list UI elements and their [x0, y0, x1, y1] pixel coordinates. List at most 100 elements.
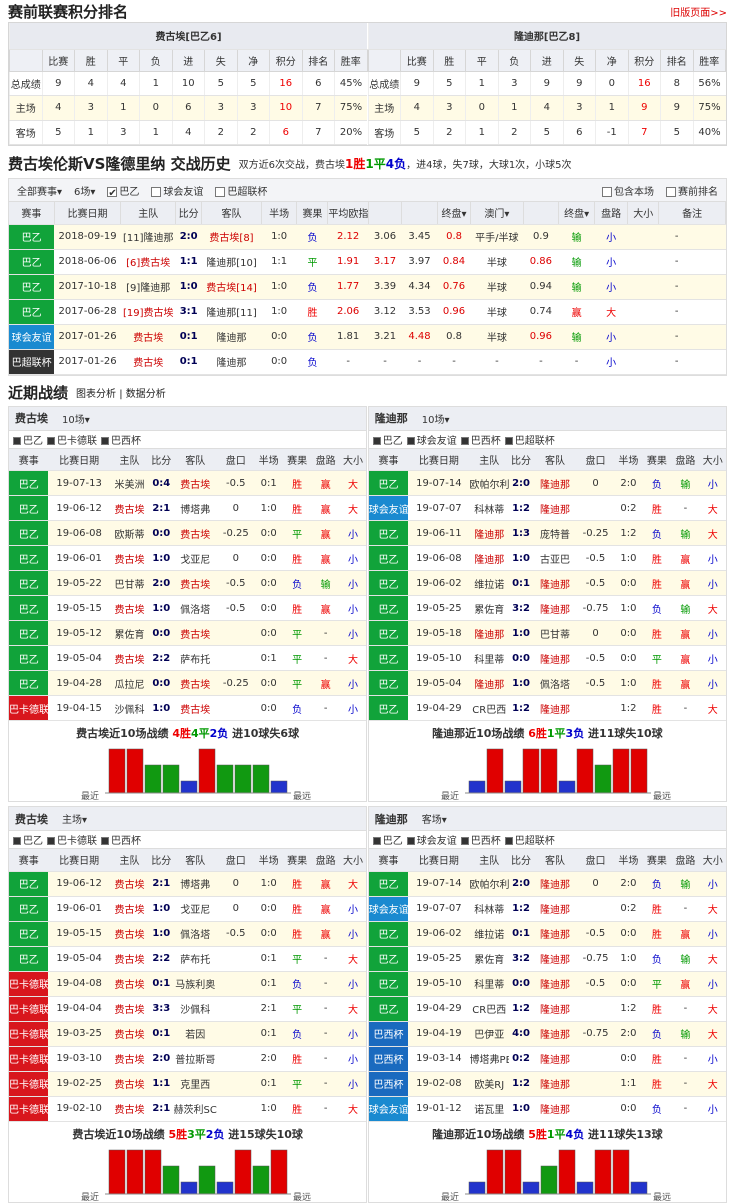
panel-league-badge[interactable]: 巴乙 [9, 470, 49, 496]
panel-cell[interactable]: 隆迪那 [533, 896, 577, 922]
panel-league-badge[interactable]: 巴乙 [9, 946, 49, 972]
panel-cell[interactable]: 费古埃 [173, 470, 218, 496]
panel-cell[interactable]: 费古埃 [109, 1096, 150, 1122]
panel-cell[interactable]: 普拉斯哥 [173, 1046, 218, 1072]
panel-cell[interactable]: 沙佩科 [173, 996, 218, 1022]
panel-cell[interactable]: 费古埃 [109, 896, 150, 922]
panel-cell[interactable]: 0:0 [149, 670, 174, 696]
panel-cell[interactable]: 戈亚尼 [173, 545, 218, 571]
h2h-home[interactable]: 费古埃 [120, 324, 176, 350]
panel-league-badge[interactable]: 巴乙 [9, 495, 49, 521]
h2h-away[interactable]: 费古埃[8] [201, 224, 262, 250]
panel-league-badge[interactable]: 巴乙 [368, 921, 409, 947]
h2h-home[interactable]: [19]费古埃 [120, 299, 176, 325]
panel-cell[interactable]: 佩洛塔 [533, 670, 577, 696]
panel-league-badge[interactable]: 巴乙 [9, 921, 49, 947]
panel-cell[interactable]: 1:0 [508, 670, 534, 696]
h2h-league-badge[interactable]: 巴乙 [9, 249, 55, 275]
panel-cell[interactable]: 萨布托 [173, 645, 218, 671]
h2h-col-header[interactable]: 澳门▾ [470, 202, 524, 225]
panel-league-badge[interactable]: 球会友谊 [368, 1096, 409, 1122]
panel-cell[interactable]: 欧斯蒂 [109, 520, 150, 546]
include-current-checkbox[interactable]: 包含本场 [602, 183, 654, 198]
h2h-col-header[interactable]: 终盘▾ [437, 202, 472, 225]
panel-cell[interactable]: 隆迪那 [533, 570, 577, 596]
h2h-col-header[interactable]: 平均欧指▾ [327, 202, 369, 225]
panel-cell[interactable]: 隆迪那 [533, 1071, 577, 1097]
h2h-away[interactable]: 费古埃[14] [201, 274, 262, 300]
h2h-score[interactable]: 2:0 [175, 224, 202, 250]
panel-cell[interactable]: 0:1 [149, 971, 174, 997]
match-count-dropdown[interactable]: 6场▾ [74, 186, 96, 198]
panel-filter-checkbox[interactable]: 巴乙 [372, 432, 403, 447]
panel-league-badge[interactable]: 巴乙 [9, 595, 49, 621]
panel-cell[interactable]: 2:0 [508, 871, 534, 897]
panel-league-badge[interactable]: 巴西杯 [368, 1071, 409, 1097]
panel-cell[interactable]: 费古埃 [109, 595, 150, 621]
panel-league-badge[interactable]: 巴乙 [368, 545, 409, 571]
panel-league-badge[interactable]: 巴乙 [368, 971, 409, 997]
panel-cell[interactable]: 隆迪那 [533, 495, 577, 521]
panel-cell[interactable]: 巴甘蒂 [533, 620, 577, 646]
panel-league-badge[interactable]: 球会友谊 [368, 896, 409, 922]
panel-filter-checkbox[interactable]: 巴西杯 [101, 832, 141, 847]
panel-cell[interactable]: 隆迪那 [533, 645, 577, 671]
panel-cell[interactable]: 隆迪那 [469, 520, 509, 546]
panel-cell[interactable]: 1:0 [508, 620, 534, 646]
h2h-league-badge[interactable]: 巴乙 [9, 224, 55, 250]
panel-cell[interactable]: 费古埃 [109, 645, 150, 671]
panel-cell[interactable]: 隆迪那 [469, 545, 509, 571]
panel-cell[interactable]: 赫茨利SC [173, 1096, 218, 1122]
panel-cell[interactable]: 巴甘蒂 [109, 570, 150, 596]
panel-cell[interactable]: 2:0 [149, 570, 174, 596]
panel-cell[interactable]: 1:0 [508, 1096, 534, 1122]
panel-filter-checkbox[interactable]: 巴卡德联 [47, 432, 97, 447]
panel-cell[interactable]: 佩洛塔 [173, 921, 218, 947]
panel-cell[interactable]: 米美洲 [109, 470, 150, 496]
panel-cell[interactable]: 费古埃 [109, 545, 150, 571]
panel-league-badge[interactable]: 巴乙 [9, 570, 49, 596]
panel-filter-checkbox[interactable]: 球会友谊 [406, 432, 457, 447]
panel-filter-checkbox[interactable]: 巴卡德联 [47, 832, 97, 847]
panel-cell[interactable]: 费古埃 [173, 570, 218, 596]
h2h-home[interactable]: [11]隆迪那 [120, 224, 176, 250]
panel-cell[interactable]: 费古埃 [173, 620, 218, 646]
panel-cell[interactable]: 科里蒂 [469, 971, 509, 997]
panel-filter-checkbox[interactable]: 巴超联杯 [504, 832, 555, 847]
h2h-score[interactable]: 0:1 [175, 349, 202, 375]
panel-cell[interactable]: 克里西 [173, 1071, 218, 1097]
panel-cell[interactable]: 博塔弗 [173, 495, 218, 521]
panel-cell[interactable]: 1:2 [508, 495, 534, 521]
panel-cell[interactable]: 费古埃 [109, 495, 150, 521]
panel-cell[interactable]: 1:0 [149, 595, 174, 621]
panel-scope-dropdown[interactable]: 10场▾ [421, 414, 450, 426]
panel-cell[interactable]: 1:3 [508, 520, 534, 546]
panel-league-badge[interactable]: 巴乙 [9, 645, 49, 671]
panel-cell[interactable]: 0:0 [149, 520, 174, 546]
panel-filter-checkbox[interactable]: 巴西杯 [460, 432, 501, 447]
panel-cell[interactable]: CR巴西 [469, 996, 509, 1022]
panel-league-badge[interactable]: 球会友谊 [368, 495, 409, 521]
panel-cell[interactable]: 隆迪那 [533, 1046, 577, 1072]
panel-cell[interactable]: 沙佩科 [109, 695, 150, 721]
panel-filter-checkbox[interactable]: 巴超联杯 [504, 432, 555, 447]
panel-cell[interactable]: 马族利奥 [173, 971, 218, 997]
panel-cell[interactable]: 1:2 [508, 996, 534, 1022]
panel-cell[interactable]: 隆迪那 [533, 595, 577, 621]
panel-league-badge[interactable]: 巴乙 [9, 545, 49, 571]
panel-cell[interactable]: 0:4 [149, 470, 174, 496]
panel-cell[interactable]: 1:0 [508, 545, 534, 571]
panel-cell[interactable]: 1:0 [149, 921, 174, 947]
panel-cell[interactable]: 隆迪那 [533, 921, 577, 947]
panel-cell[interactable]: 0:1 [508, 921, 534, 947]
panel-cell[interactable]: 科林蒂 [469, 495, 509, 521]
h2h-away[interactable]: 隆迪那[11] [201, 299, 262, 325]
panel-scope-dropdown[interactable]: 客场▾ [421, 815, 447, 826]
panel-cell[interactable]: 费古埃 [173, 670, 218, 696]
panel-cell[interactable]: 隆迪那 [533, 946, 577, 972]
panel-cell[interactable]: 若因 [173, 1021, 218, 1047]
panel-filter-checkbox[interactable]: 巴西杯 [460, 832, 501, 847]
panel-cell[interactable]: 4:0 [508, 1021, 534, 1047]
panel-cell[interactable]: 瓜拉尼 [109, 670, 150, 696]
h2h-score[interactable]: 0:1 [175, 324, 202, 350]
